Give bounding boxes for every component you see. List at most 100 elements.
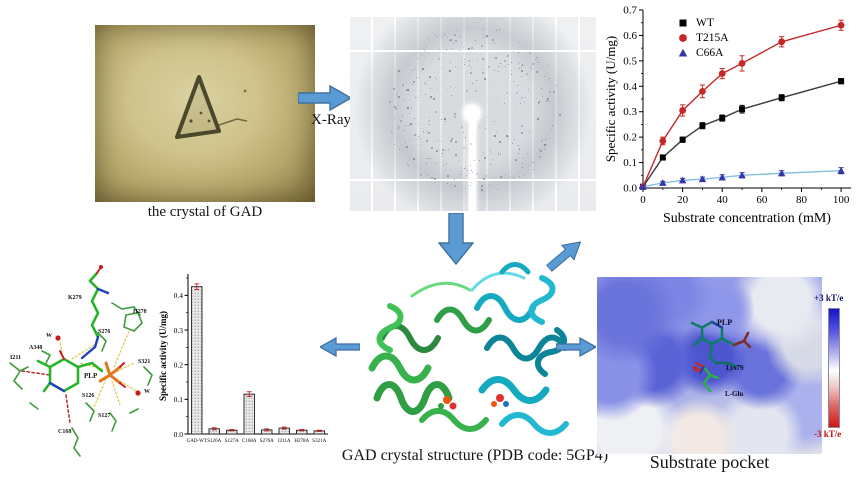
diffraction-spot	[451, 137, 454, 140]
diffraction-spot	[463, 61, 465, 63]
diffraction-spot	[534, 58, 536, 60]
diffraction-spot	[426, 38, 428, 40]
diffraction-spot	[496, 101, 498, 103]
arrow-right-icon	[298, 84, 352, 112]
diffraction-spot	[453, 185, 456, 188]
diffraction-spot	[532, 169, 534, 171]
svg-text:Substrate concentration (mM): Substrate concentration (mM)	[663, 211, 831, 226]
diffraction-spot	[537, 100, 540, 103]
detector-gap-line	[350, 50, 596, 52]
mutant-activity-bar-chart: 0.0 0.1 0.2 0.3 0.4 Specific activity (U/mg) G…	[158, 268, 332, 452]
diffraction-spot	[428, 158, 430, 160]
diffraction-spot	[525, 72, 528, 75]
diffraction-spot	[464, 137, 466, 139]
svg-text:S321A: S321A	[312, 439, 326, 444]
diffraction-spot	[521, 96, 523, 98]
diffraction-spot	[465, 165, 467, 167]
diffraction-spot	[430, 95, 433, 98]
diffraction-spot	[410, 74, 412, 76]
diffraction-spot	[468, 47, 471, 50]
pocket-label-lys79: Lys79	[726, 364, 744, 372]
diffraction-spot	[422, 131, 424, 133]
diffraction-spot	[524, 64, 526, 66]
diffraction-spot	[494, 134, 497, 137]
diffraction-spot	[486, 36, 488, 38]
svg-text:S276A: S276A	[260, 439, 274, 444]
diffraction-spot	[463, 131, 465, 133]
diffraction-spot	[527, 152, 529, 154]
svg-text:C66A: C66A	[696, 47, 724, 59]
diffraction-spot	[515, 158, 518, 161]
diffraction-spot	[480, 45, 483, 48]
diffraction-spot	[405, 89, 407, 91]
diffraction-spot	[521, 64, 523, 66]
svg-text:GAD-WT: GAD-WT	[187, 439, 207, 444]
diffraction-spot	[464, 59, 466, 61]
diffraction-spot	[397, 104, 399, 106]
diffraction-spot	[499, 176, 502, 179]
diffraction-spot	[399, 149, 401, 151]
residue-label: K279	[68, 295, 82, 301]
diffraction-spot	[544, 138, 546, 140]
diffraction-spot	[464, 167, 466, 169]
diffraction-spot	[445, 49, 447, 51]
diffraction-spot	[498, 154, 500, 156]
diffraction-spot	[518, 147, 520, 149]
diffraction-spot	[486, 98, 488, 100]
diffraction-spot	[521, 132, 524, 135]
svg-text:0.0: 0.0	[174, 430, 184, 439]
diffraction-spot	[484, 128, 486, 130]
svg-text:80: 80	[796, 194, 808, 206]
diffraction-spot	[434, 111, 437, 114]
diffraction-spot	[409, 157, 411, 159]
diffraction-spot	[511, 142, 513, 144]
diffraction-spot	[447, 174, 450, 177]
diffraction-spot	[494, 56, 497, 59]
diffraction-spot	[492, 159, 494, 161]
diffraction-spot	[466, 169, 468, 171]
diffraction-spot	[394, 108, 397, 111]
svg-text:100: 100	[833, 194, 850, 206]
diffraction-spot	[492, 42, 494, 44]
beamstop-bar	[469, 113, 476, 211]
diffraction-spot	[541, 96, 543, 98]
diffraction-spot	[467, 147, 469, 149]
diffraction-spot	[460, 36, 462, 38]
diffraction-spot	[455, 153, 458, 156]
diffraction-spot	[443, 165, 445, 167]
diffraction-spot	[442, 35, 444, 37]
svg-text:0.1: 0.1	[174, 395, 184, 404]
svg-text:I211A: I211A	[278, 439, 291, 444]
svg-text:WT: WT	[696, 17, 714, 29]
diffraction-spot	[539, 148, 541, 150]
diffraction-spot	[511, 73, 513, 75]
diffraction-spot	[497, 151, 499, 153]
diffraction-spot	[482, 28, 484, 30]
diffraction-spot	[397, 95, 400, 98]
diffraction-spot	[426, 131, 428, 133]
diffraction-spot	[499, 154, 501, 156]
diffraction-spot	[424, 93, 426, 95]
diffraction-spot	[426, 174, 428, 176]
diffraction-spot	[510, 69, 512, 71]
diffraction-spot	[499, 63, 501, 65]
diffraction-spot	[453, 113, 456, 116]
diffraction-spot	[392, 88, 395, 91]
substrate-pocket-image: PLP Lys79 L-Glu	[597, 277, 822, 454]
svg-text:0.2: 0.2	[174, 360, 184, 369]
diffraction-spot	[523, 158, 525, 160]
diffraction-spot	[529, 66, 531, 68]
diffraction-spot	[469, 60, 471, 62]
diffraction-spot	[459, 167, 461, 169]
diffraction-spot	[482, 37, 484, 39]
pocket-label-lglu: L-Glu	[725, 390, 744, 398]
diffraction-spot	[498, 141, 501, 144]
diffraction-spot	[422, 177, 424, 179]
diffraction-spot	[461, 173, 463, 175]
diffraction-spot	[496, 189, 498, 191]
pocket-label-plp: PLP	[717, 318, 733, 327]
diffraction-spot	[511, 74, 513, 76]
diffraction-spot	[409, 113, 411, 115]
diffraction-spot	[538, 102, 540, 104]
arrow-down-icon	[438, 213, 474, 265]
